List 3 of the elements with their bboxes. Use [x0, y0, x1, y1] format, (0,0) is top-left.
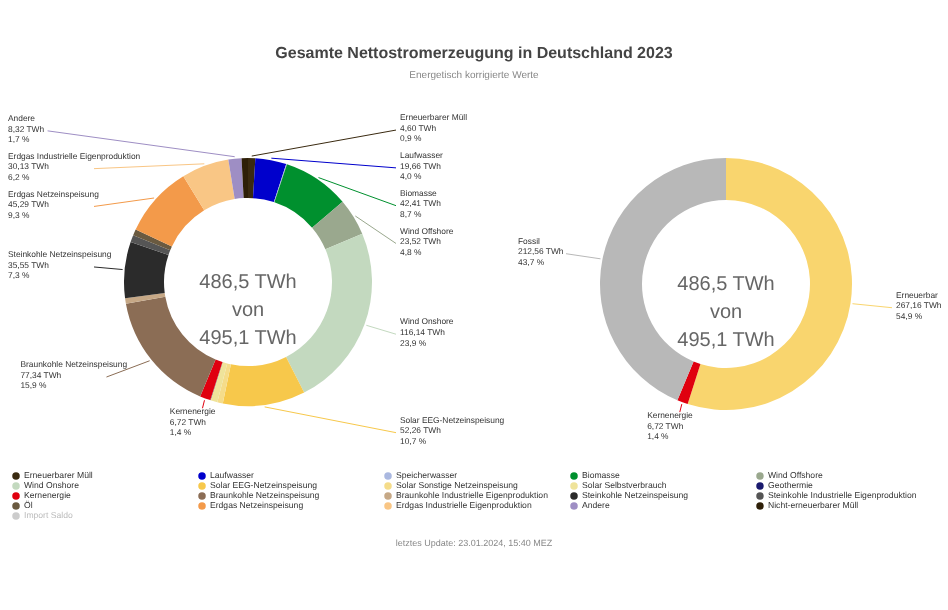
text: 486,5 TWh von 495,1 TWh	[199, 272, 297, 350]
text: 486,5 TWh von 495,1 TWh	[677, 274, 775, 352]
chart-title: Gesamte Nettostromerzeugung in Deutschland 2023	[275, 44, 674, 62]
